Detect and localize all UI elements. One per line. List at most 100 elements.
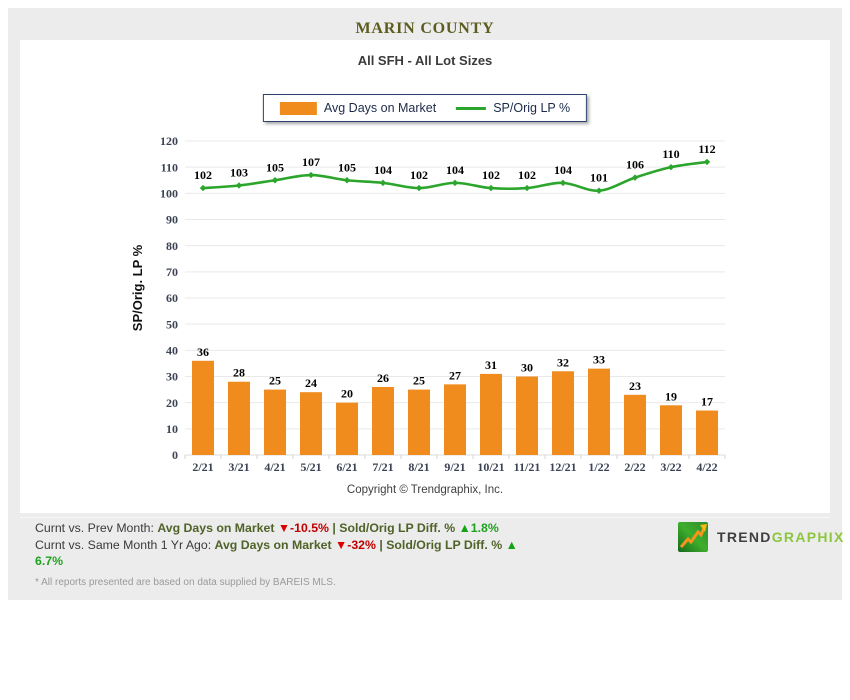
line-value-label: 112: [698, 142, 715, 156]
y-tick-label: 90: [166, 213, 178, 227]
x-tick-label: 6/21: [336, 460, 357, 474]
bar: [552, 371, 574, 455]
line-value-label: 106: [626, 158, 644, 172]
bar-value-label: 27: [449, 368, 461, 382]
y-tick-label: 100: [160, 187, 178, 201]
y-tick-label: 10: [166, 422, 178, 436]
legend-item-bar: Avg Days on Market: [279, 101, 436, 115]
y-tick-label: 40: [166, 344, 178, 358]
y-tick-label: 120: [160, 134, 178, 148]
line-marker: [343, 177, 351, 184]
legend-item-line: SP/Orig LP %: [456, 101, 570, 115]
stat-segment: |: [375, 537, 387, 552]
bar: [480, 373, 502, 455]
copyright-text: Copyright © Trendgraphix, Inc.: [346, 484, 504, 496]
bar-value-label: 33: [593, 353, 605, 367]
chart-panel: All SFH - All Lot Sizes Avg Days on Mark…: [20, 40, 830, 513]
y-tick-label: 80: [166, 239, 178, 253]
page-title: MARIN COUNTY: [355, 20, 495, 37]
y-tick-label: 110: [161, 160, 178, 174]
line-marker: [415, 184, 423, 192]
comparison-stats: Curnt vs. Prev Month: Avg Days on Market…: [35, 520, 545, 570]
line-value-label: 102: [194, 168, 212, 182]
arrow-up-icon: ▲: [458, 521, 471, 535]
line-marker: [703, 158, 711, 166]
stat-segment: Curnt vs. Prev Month:: [35, 521, 158, 535]
arrow-down-icon: ▼: [277, 521, 291, 535]
line-value-label: 105: [338, 160, 356, 174]
line-value-label: 101: [590, 171, 608, 185]
line-marker: [235, 182, 243, 189]
stat-segment: |: [328, 521, 340, 535]
bar-value-label: 26: [377, 371, 389, 385]
x-tick-label: 9/21: [444, 460, 465, 474]
stat-segment: Sold/Orig LP Diff. %: [339, 521, 459, 535]
line-marker: [631, 174, 639, 181]
stats-line: 6.7%: [35, 553, 545, 570]
x-tick-label: 7/21: [372, 460, 393, 474]
line-marker: [487, 184, 495, 192]
trendgraphix-logo: TRENDGRAPHIX: [678, 522, 845, 552]
line-marker: [451, 179, 459, 187]
y-tick-label: 50: [166, 317, 178, 331]
stat-segment: Curnt vs. Same Month 1 Yr Ago:: [35, 537, 215, 552]
line-marker: [523, 184, 531, 192]
bar-value-label: 32: [557, 355, 569, 369]
stat-segment: Avg Days on Market: [157, 521, 278, 535]
line-value-label: 102: [518, 168, 536, 182]
y-tick-label: 0: [172, 448, 178, 462]
line-marker: [559, 179, 567, 187]
x-tick-label: 4/22: [696, 460, 717, 474]
bar: [192, 360, 214, 455]
line-marker: [379, 179, 387, 187]
x-tick-label: 3/22: [660, 460, 681, 474]
bar-swatch-icon: [279, 101, 317, 115]
bar: [444, 384, 466, 455]
footer-divider: [20, 517, 830, 518]
x-tick-label: 5/21: [300, 460, 321, 474]
bar-value-label: 24: [305, 376, 317, 390]
line-value-label: 104: [446, 163, 464, 177]
y-axis-title: SP/Orig. LP %: [130, 244, 145, 331]
bar: [336, 402, 358, 455]
bar-value-label: 36: [197, 345, 209, 359]
line-value-label: 102: [482, 168, 500, 182]
line-value-label: 102: [410, 168, 428, 182]
line-marker: [271, 177, 279, 184]
chart-legend: Avg Days on Market SP/Orig LP %: [262, 94, 588, 122]
trendgraphix-logo-text: TRENDGRAPHIX: [717, 529, 845, 545]
line-value-label: 104: [374, 163, 392, 177]
x-tick-label: 2/21: [192, 460, 213, 474]
bar-value-label: 31: [485, 358, 497, 372]
bar: [372, 386, 394, 455]
logo-text-trend: TREND: [717, 529, 772, 545]
line-marker: [199, 184, 207, 192]
stat-segment: Sold/Orig LP Diff. %: [386, 537, 506, 552]
bar: [660, 405, 682, 455]
y-tick-label: 70: [166, 265, 178, 279]
line-value-label: 110: [662, 147, 679, 161]
line-marker: [595, 187, 603, 194]
line-value-label: 107: [302, 155, 320, 169]
bar: [588, 368, 610, 455]
y-tick-label: 20: [166, 396, 178, 410]
y-tick-label: 60: [166, 291, 178, 305]
line-marker: [307, 171, 315, 179]
line-value-label: 105: [266, 160, 284, 174]
x-tick-label: 1/22: [588, 460, 609, 474]
report-panel: MARIN COUNTY All SFH - All Lot Sizes Avg…: [8, 8, 845, 600]
x-tick-label: 2/22: [624, 460, 645, 474]
stat-segment: 1.8%: [470, 521, 499, 535]
x-tick-label: 10/21: [477, 460, 504, 474]
combo-chart: 0 10 20 30 40 50 60 70 80 90 100 110 120 SP/Orig. LP …: [130, 134, 726, 474]
trendgraphix-logo-icon: [678, 522, 708, 552]
stat-segment: -32%: [347, 537, 376, 552]
bar-value-label: 17: [701, 395, 713, 409]
bar-value-label: 28: [233, 366, 245, 380]
y-tick-label: 30: [166, 370, 178, 384]
bar: [300, 392, 322, 455]
x-tick-label: 8/21: [408, 460, 429, 474]
bar: [696, 410, 718, 455]
chart-subtitle: All SFH - All Lot Sizes: [357, 53, 493, 68]
logo-text-graphix: GRAPHIX: [771, 529, 845, 545]
